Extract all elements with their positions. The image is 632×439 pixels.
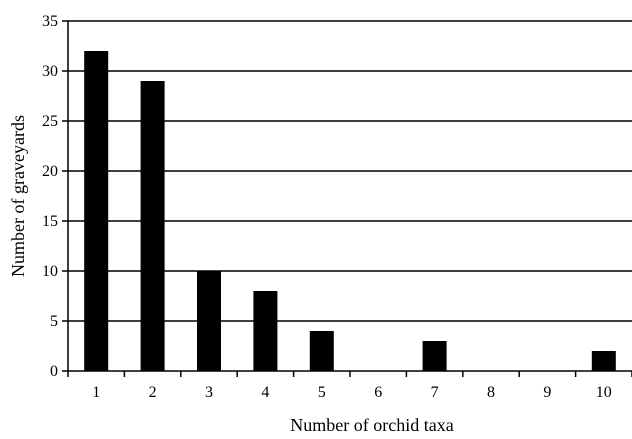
y-tick-label: 10 [42, 263, 58, 280]
x-axis-title: Number of orchid taxa [290, 415, 453, 435]
x-tick-label: 5 [318, 384, 326, 401]
y-tick-label: 0 [50, 363, 58, 380]
axes [62, 20, 632, 377]
bar [84, 51, 109, 371]
bars [84, 51, 616, 371]
y-tick-label: 25 [42, 113, 58, 130]
x-tick-label: 4 [261, 384, 269, 401]
x-tick-label: 7 [431, 384, 439, 401]
x-tick-label: 1 [92, 384, 100, 401]
x-tick-label: 9 [543, 384, 551, 401]
y-tick-label: 20 [42, 163, 58, 180]
x-tick-label: 3 [205, 384, 213, 401]
x-tick-label: 8 [487, 384, 495, 401]
bar [140, 81, 165, 371]
y-tick-label: 30 [42, 63, 58, 80]
y-tick-labels: 0 5 10 15 20 25 30 35 [42, 13, 58, 380]
y-tick-label: 35 [42, 13, 58, 30]
bar [309, 331, 334, 371]
x-tick-labels: 1 2 3 4 5 6 7 8 9 10 [92, 384, 612, 401]
x-tick-label: 2 [149, 384, 157, 401]
bar [591, 351, 616, 371]
y-axis-title: Number of graveyards [8, 115, 28, 277]
x-tick-label: 10 [596, 384, 612, 401]
bar [422, 341, 447, 371]
bar [253, 291, 278, 371]
y-tick-label: 5 [50, 313, 58, 330]
bar [197, 271, 221, 371]
x-tick-label: 6 [374, 384, 382, 401]
y-tick-label: 15 [42, 213, 58, 230]
